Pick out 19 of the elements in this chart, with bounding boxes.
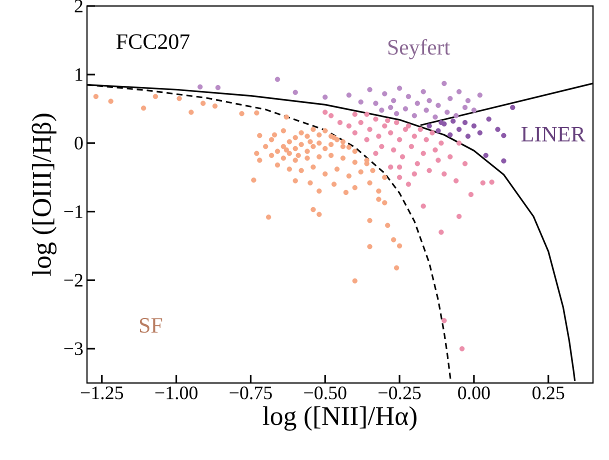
x-tick-label: −0.50 <box>304 386 346 400</box>
x-tick-label: −0.75 <box>230 386 272 400</box>
x-tick-label: 0.00 <box>458 386 490 400</box>
annotation: LINER <box>521 126 586 142</box>
x-tick-label: −1.00 <box>155 386 198 400</box>
annotation: FCC207 <box>116 34 190 50</box>
y-tick-label: −3 <box>64 342 83 356</box>
y-tick-label: 2 <box>74 0 82 12</box>
x-axis-title: log ([NII]/Hα) <box>262 406 416 431</box>
x-tick-label: 0.25 <box>532 386 564 400</box>
y-tick-label: −2 <box>64 274 82 286</box>
annotation: Seyfert <box>388 39 450 60</box>
y-axis-title: log ([OIII]/Hβ) <box>32 114 57 276</box>
x-tick-label: −1.25 <box>80 386 124 400</box>
x-tick-label: −0.25 <box>378 386 421 400</box>
y-tick-label: 0 <box>74 136 83 150</box>
annotation: SF <box>140 318 162 333</box>
y-tick-label: −1 <box>64 205 82 218</box>
y-tick-label: 1 <box>76 68 82 81</box>
